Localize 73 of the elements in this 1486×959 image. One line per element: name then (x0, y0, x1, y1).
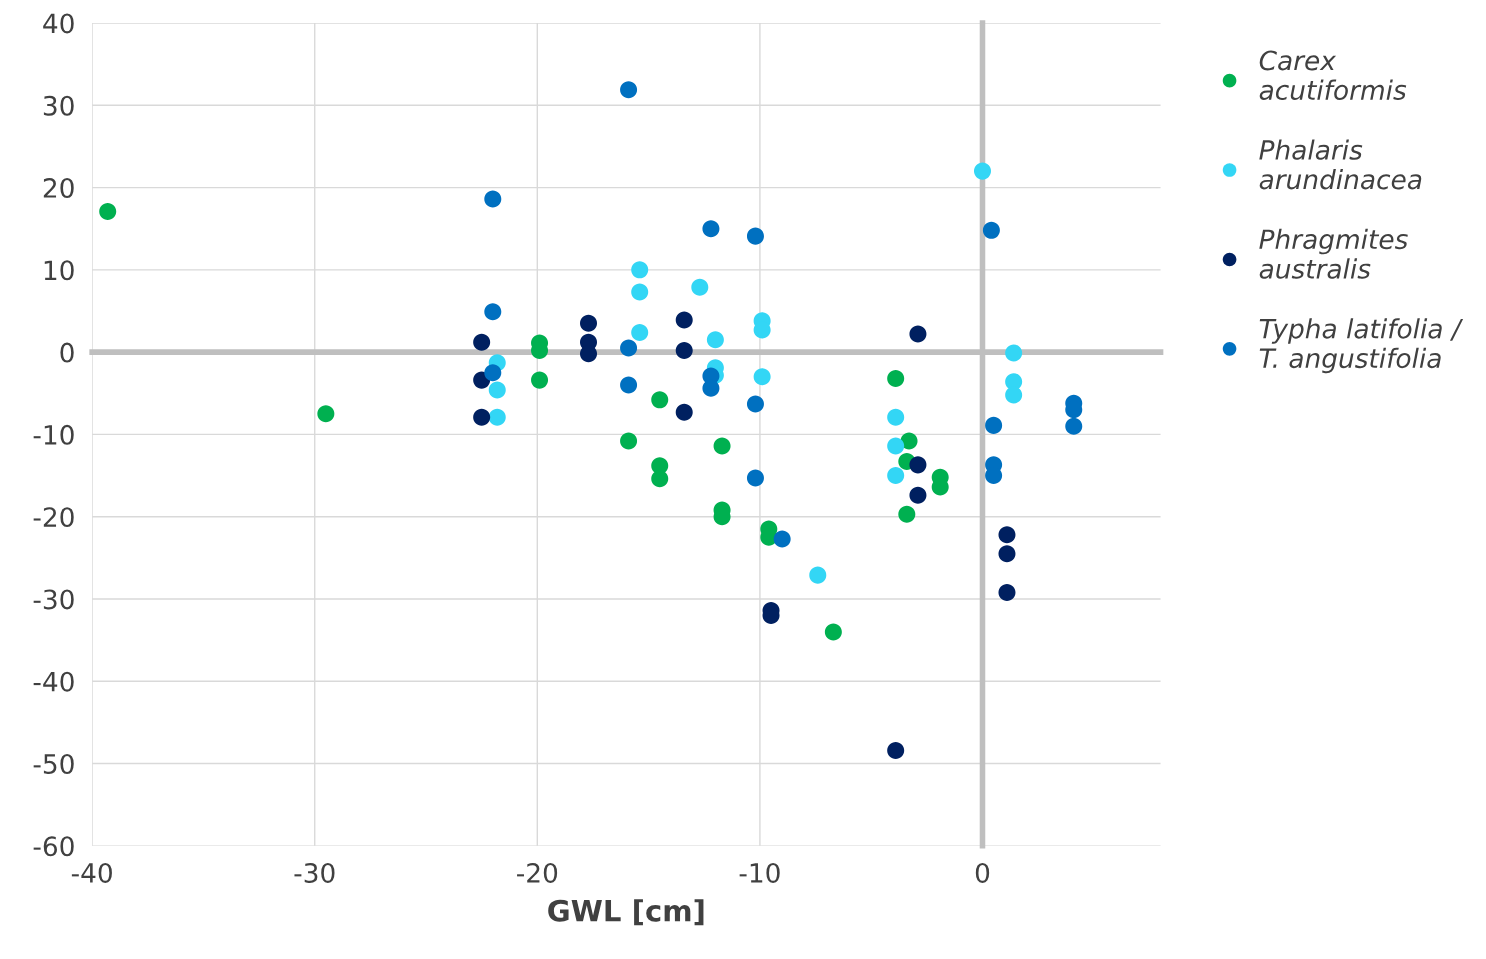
point (773, 530, 791, 548)
point (488, 381, 506, 399)
y-tick-label: 0 (60, 342, 74, 363)
y-tick-label: -50 (33, 754, 74, 774)
y-tick-label: -40 (33, 671, 74, 692)
point (675, 341, 693, 359)
point (909, 456, 927, 474)
legend-label: Carex acutiformis (1259, 50, 1407, 100)
point (484, 303, 502, 321)
point (887, 467, 905, 485)
point (998, 583, 1016, 601)
point (887, 408, 905, 426)
x-tick-label: -20 (517, 862, 558, 883)
point (1005, 344, 1023, 362)
x-axis-title: GWL [cm] (548, 899, 704, 926)
point (746, 469, 764, 487)
legend-label: Phalaris arundinacea (1259, 139, 1422, 190)
point (998, 526, 1016, 544)
point (887, 437, 905, 455)
point (973, 162, 991, 180)
y-tick-label: -10 (33, 424, 74, 445)
point (675, 311, 693, 329)
point (706, 331, 724, 349)
point (753, 368, 771, 386)
point (631, 323, 649, 341)
y-tick-label: -60 (33, 836, 74, 857)
y-tick-label: 40 (43, 13, 74, 34)
point (887, 369, 905, 387)
point (651, 470, 669, 488)
point (484, 190, 502, 208)
x-tick-label: -40 (71, 862, 112, 883)
point (620, 432, 638, 450)
point (746, 227, 764, 245)
point (702, 220, 720, 238)
point (982, 221, 1000, 239)
y-tick-label: 10 (44, 260, 74, 281)
point (631, 261, 649, 279)
point (99, 202, 117, 220)
point (531, 371, 549, 389)
point (746, 395, 764, 413)
point (317, 405, 335, 423)
x-tick-label: -30 (294, 862, 335, 883)
point (620, 339, 638, 357)
point (675, 403, 693, 421)
y-tick-label: 20 (43, 178, 74, 198)
point (824, 623, 842, 641)
point (651, 391, 669, 409)
point (473, 333, 491, 351)
point (898, 505, 916, 523)
point (809, 566, 827, 584)
point (620, 376, 638, 394)
point (1005, 386, 1023, 404)
legend-label: Phragmites australis (1259, 228, 1408, 279)
point (620, 81, 638, 99)
point (998, 545, 1016, 563)
y-tick-label: -30 (33, 589, 74, 610)
point (580, 314, 598, 332)
x-tick-label: -10 (739, 862, 780, 883)
point (985, 416, 1003, 434)
point (909, 486, 927, 504)
point (887, 741, 905, 759)
y-tick-label: 30 (43, 95, 74, 116)
legend-label: Typha latifolia / T. angustifolia (1259, 318, 1464, 374)
point (484, 364, 502, 382)
point (1065, 417, 1083, 435)
x-tick-label: 0 (975, 862, 990, 883)
point (488, 408, 506, 426)
point (691, 278, 709, 296)
point (713, 437, 731, 455)
point (473, 408, 491, 426)
y-tick-label: -20 (33, 507, 74, 528)
point (909, 325, 927, 343)
point (631, 283, 649, 301)
